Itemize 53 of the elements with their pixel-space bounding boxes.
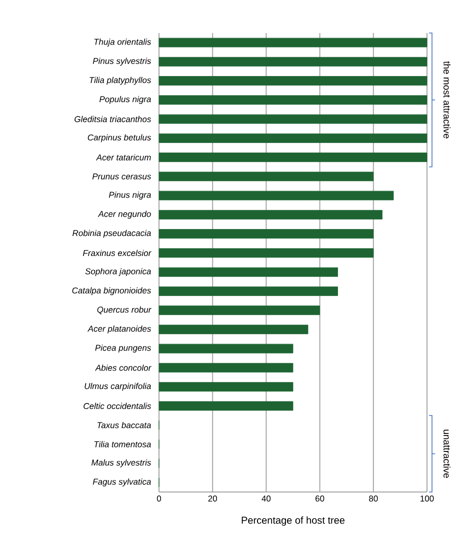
x-tick-label: 100 (420, 496, 434, 502)
y-tick-label: Acer platanoides (87, 325, 152, 334)
bar (158, 306, 320, 316)
y-tick-label: Quercus robur (97, 306, 152, 314)
bar (158, 133, 428, 143)
bar (158, 56, 428, 66)
x-tick-label: 0 (156, 496, 162, 502)
y-tick-label: Acer negundo (98, 210, 151, 219)
bar (158, 76, 428, 86)
y-tick-label: Catalpa bignonioides (72, 287, 151, 296)
bar (158, 190, 394, 200)
bar (158, 95, 428, 105)
y-tick-label: Ulmus carpinifolia (84, 382, 151, 391)
y-tick-label: Fagus sylvatica (92, 478, 151, 486)
bar (158, 344, 294, 354)
y-tick-label: Gleditsia triacanthos (74, 116, 152, 122)
bar (158, 152, 428, 162)
y-tick-label: Abies concolor (95, 364, 152, 371)
y-tick-label: Acer tataricum (96, 154, 151, 160)
bar (158, 401, 294, 411)
y-tick-label: Tilia tomentosa (94, 441, 151, 448)
text: the most attractive (444, 61, 450, 138)
y-tick-label: Pinus sylvestris (92, 58, 152, 66)
text: unattractive (444, 430, 450, 478)
y-tick-label: Sophora japonica (85, 268, 151, 276)
y-tick-label: Celtic occidentalis (84, 402, 152, 410)
bar (158, 362, 294, 372)
y-tick-label: Prunus cerasus (92, 173, 152, 180)
x-tick-label: 20 (208, 496, 217, 502)
x-tick-label: 40 (262, 496, 271, 502)
y-tick-label: Pinus nigra (108, 192, 151, 200)
x-tick-label: 60 (316, 496, 324, 502)
bar (158, 382, 294, 392)
y-tick-label: Picea pungens (95, 344, 152, 353)
bar (158, 38, 428, 48)
y-tick-label: Taxus baccata (97, 422, 151, 428)
y-tick-label: Malus sylvestris (91, 459, 152, 468)
bar (158, 210, 382, 220)
x-tick-label: 80 (369, 496, 378, 502)
bar (158, 229, 374, 239)
y-tick-label: Robinia pseudacacia (72, 230, 151, 238)
y-tick-label: Fraxinus excelsior (82, 250, 152, 256)
bar (158, 267, 338, 277)
bar (158, 172, 374, 182)
bar (158, 114, 428, 124)
bar (158, 286, 338, 296)
y-tick-label: Thuja orientalis (94, 38, 152, 47)
y-tick-label: Populus nigra (99, 96, 151, 104)
bar (158, 248, 374, 258)
x-axis-title: Percentage of host tree (242, 516, 345, 526)
bar (158, 324, 308, 334)
y-tick-label: Tilia platyphyllos (90, 76, 152, 85)
y-tick-label: Carpinus betulus (88, 134, 152, 142)
